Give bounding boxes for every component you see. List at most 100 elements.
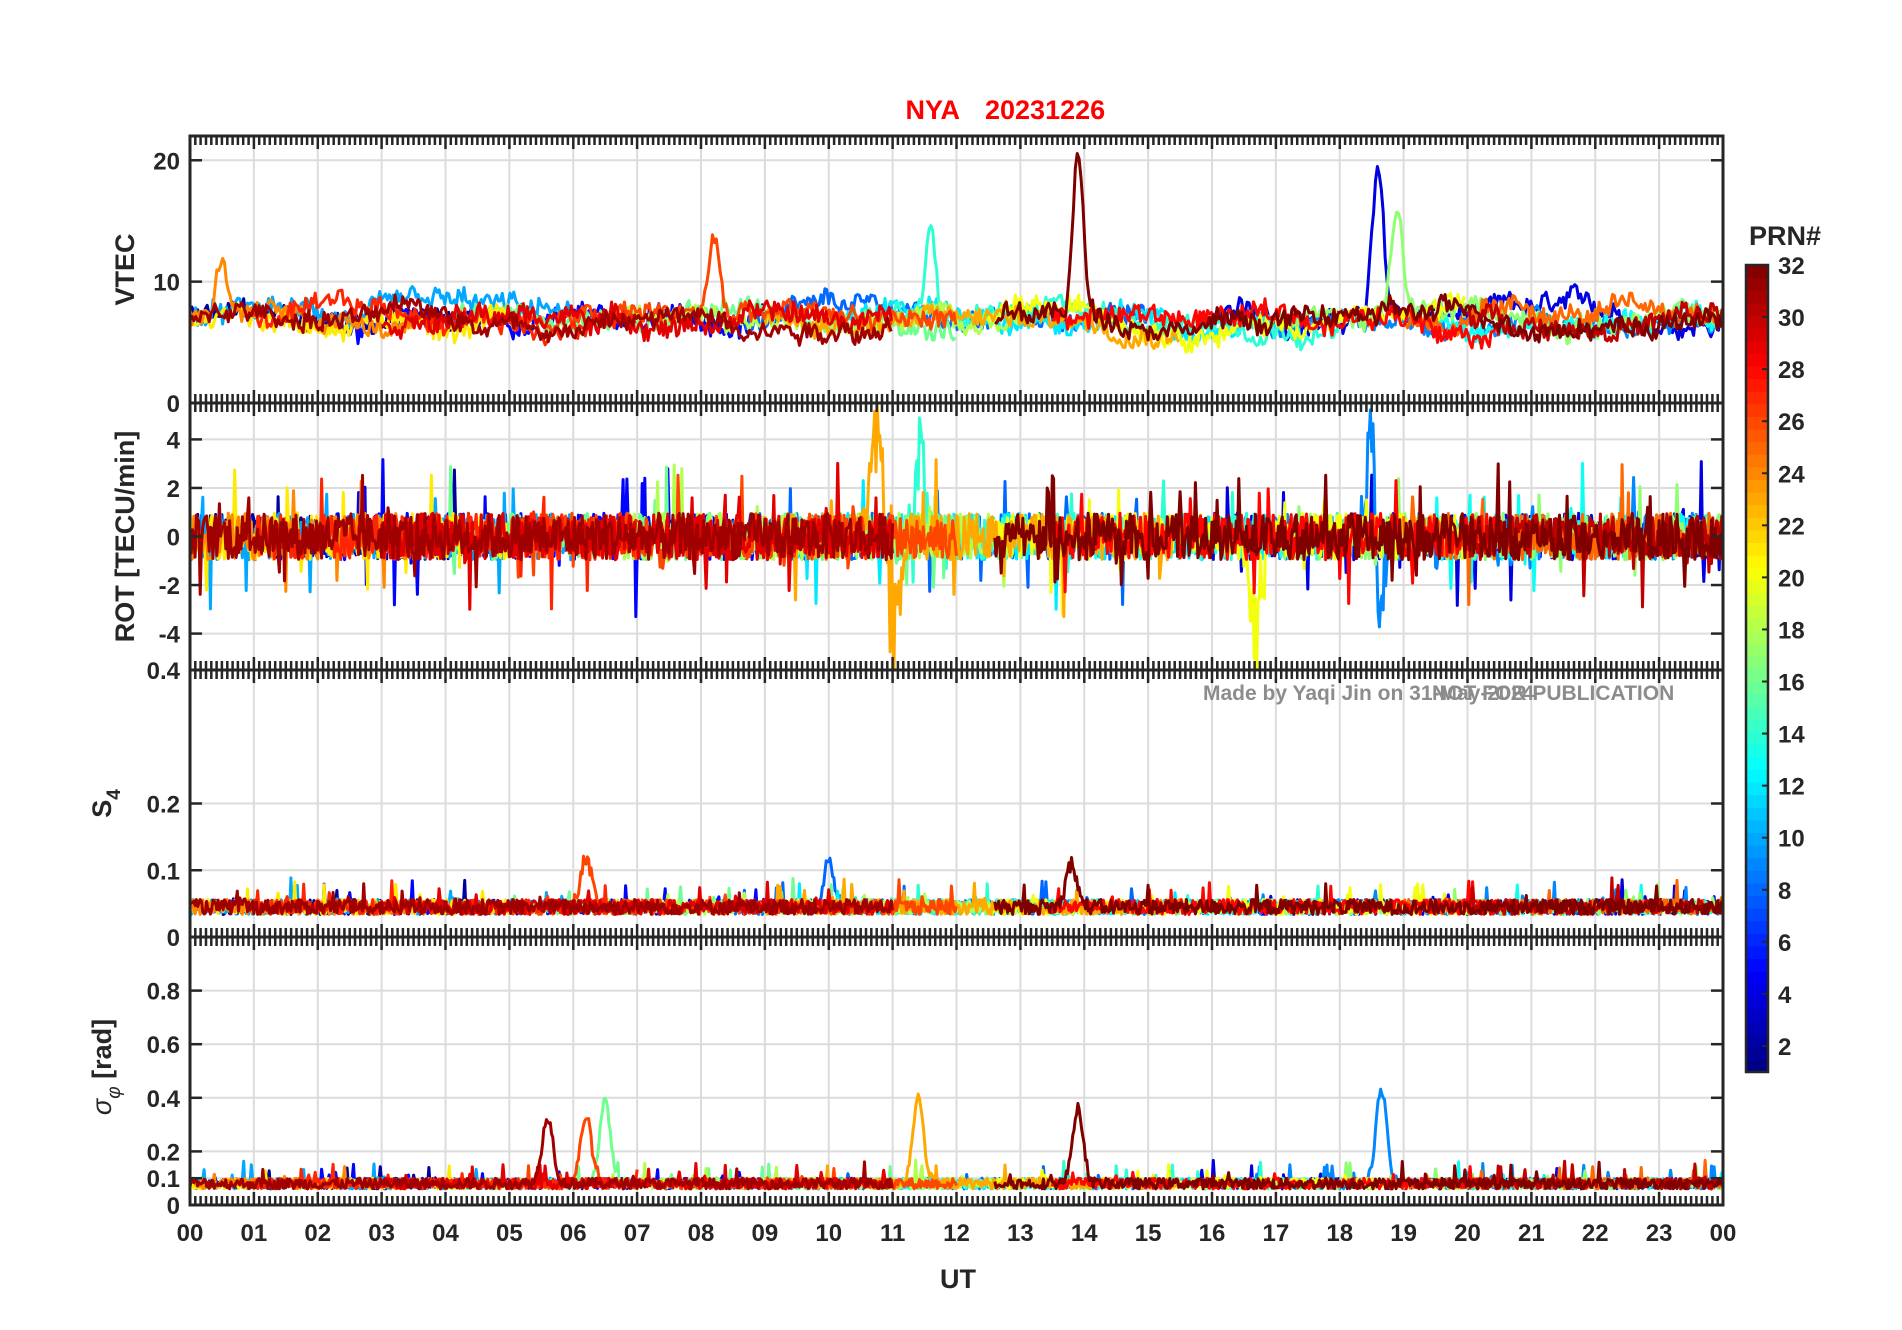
y-tick-label: -2: [159, 573, 180, 600]
colorbar-swatch: [1746, 782, 1768, 796]
colorbar-swatch: [1746, 1046, 1768, 1060]
trace-prn-32: [994, 152, 1723, 344]
y-tick-label: 0.6: [147, 1032, 180, 1059]
colorbar-swatch: [1746, 529, 1768, 543]
y-tick-label: 0.2: [147, 792, 180, 819]
x-tick-label: 12: [943, 1220, 970, 1247]
x-tick-label: 10: [815, 1220, 842, 1247]
colorbar-swatch: [1746, 517, 1768, 531]
colorbar-tick-label: 32: [1778, 253, 1805, 280]
trace-prn-14: [891, 224, 1341, 352]
y-tick-label: -4: [159, 622, 181, 649]
colorbar-swatch: [1746, 983, 1768, 997]
colorbar-tick-label: 4: [1778, 982, 1792, 1009]
panel-sigphi: 00.10.2 0.4 0.6 0.8 σφ [rad] 00 01 02 03 04 05 06 07…: [87, 935, 1737, 1247]
colorbar-swatch: [1746, 302, 1768, 316]
title-date: 20231226: [985, 95, 1105, 125]
colorbar-swatch: [1746, 340, 1768, 354]
x-tick-label: 16: [1199, 1220, 1226, 1247]
x-tick-label: 09: [752, 1220, 779, 1247]
label-unit: [rad]: [87, 1019, 117, 1087]
x-tick-label: 06: [560, 1220, 587, 1247]
colorbar-swatch: [1746, 945, 1768, 960]
y-tick-label: 0.2: [147, 1139, 180, 1166]
colorbar-swatch: [1746, 1034, 1768, 1048]
x-tick-label: 20: [1454, 1220, 1481, 1247]
label-sigma: σ: [87, 1097, 117, 1115]
x-tick-label: 08: [688, 1220, 715, 1247]
colorbar-swatch: [1746, 328, 1768, 342]
trace-prn-31: [190, 473, 895, 596]
y-tick-label: 0.4: [147, 658, 181, 685]
colorbar-swatch: [1746, 504, 1768, 518]
colorbar-swatch: [1746, 441, 1768, 455]
colorbar-tick-label: 12: [1778, 774, 1805, 801]
colorbar-swatch: [1746, 265, 1768, 279]
colorbar-swatch: [1746, 580, 1768, 594]
colorbar-swatch: [1746, 1021, 1768, 1035]
colorbar-label: PRN#: [1749, 221, 1821, 251]
x-tick-label: 13: [1007, 1220, 1034, 1247]
traces: [190, 854, 1723, 916]
watermark-notice: NOT FOR PUBLICATION: [1432, 682, 1674, 705]
colorbar-swatch: [1746, 845, 1768, 859]
x-minor-ticks: [188, 937, 1725, 1205]
y-tick-label: 0: [167, 925, 180, 952]
colorbar-tick-label: 22: [1778, 513, 1805, 540]
colorbar-swatch: [1746, 428, 1768, 443]
x-tick-label: 01: [241, 1220, 268, 1247]
trace-prn-23: [763, 302, 1181, 351]
colorbar-tick-label: 14: [1778, 722, 1805, 749]
y-axis-label: S4: [87, 789, 125, 818]
colorbar-swatch: [1746, 479, 1768, 493]
colorbar-swatch: [1746, 693, 1768, 707]
colorbar-swatch: [1746, 882, 1768, 897]
colorbar-swatch: [1746, 794, 1768, 808]
panel-s4: 0 0.1 0.2 0.4 S4: [87, 658, 1725, 952]
traces: [190, 152, 1723, 354]
x-tick-label: 23: [1646, 1220, 1673, 1247]
x-tick-label: 17: [1263, 1220, 1290, 1247]
colorbar-swatch: [1746, 315, 1768, 329]
x-tick-label: 02: [304, 1220, 331, 1247]
y-tick-label: 4: [167, 427, 181, 454]
x-minor-ticks: [188, 403, 1725, 670]
colorbar-swatch: [1746, 643, 1768, 657]
colorbar-swatch: [1746, 391, 1768, 405]
colorbar-swatch: [1746, 718, 1768, 733]
x-tick-label: 18: [1326, 1220, 1353, 1247]
colorbar-swatch: [1746, 971, 1768, 985]
colorbar-tick-label: 30: [1778, 305, 1805, 332]
colorbar-swatch: [1746, 807, 1768, 821]
colorbar-tick-label: 8: [1778, 878, 1791, 905]
x-tick-label: 21: [1518, 1220, 1545, 1247]
label-phi: φ: [104, 1086, 125, 1098]
colorbar-swatch: [1746, 744, 1768, 758]
colorbar-swatch: [1746, 731, 1768, 745]
colorbar-swatch: [1746, 290, 1768, 304]
y-tick-label: 0.1: [147, 858, 180, 885]
trace-prn-27: [252, 288, 637, 347]
colorbar-swatch: [1746, 567, 1768, 581]
colorbar-frame: [1744, 263, 1770, 1074]
colorbar-tick-label: 10: [1778, 826, 1805, 853]
x-tick-label: 00: [1710, 1220, 1737, 1247]
label-sub: 4: [104, 789, 125, 800]
y-tick-label: 0.8: [147, 979, 180, 1006]
y-tick-label: 0.4: [147, 1086, 181, 1113]
x-tick-label: 00: [177, 1220, 204, 1247]
x-tick-label: 11: [880, 1220, 905, 1247]
colorbar-swatch: [1746, 819, 1768, 833]
colorbar-tick-label: 2: [1778, 1034, 1791, 1061]
y-tick-label: 10: [153, 270, 180, 297]
colorbar-swatch: [1746, 756, 1768, 770]
y-tick-label: 0: [167, 391, 180, 418]
colorbar-tick-label: 6: [1778, 930, 1791, 957]
x-tick-label: 14: [1071, 1220, 1098, 1247]
colorbar-swatch: [1746, 958, 1768, 972]
colorbar-swatch: [1746, 466, 1768, 480]
colorbar-swatch: [1746, 618, 1768, 632]
x-tick-label: 04: [432, 1220, 459, 1247]
x-tick-label: 15: [1135, 1220, 1162, 1247]
